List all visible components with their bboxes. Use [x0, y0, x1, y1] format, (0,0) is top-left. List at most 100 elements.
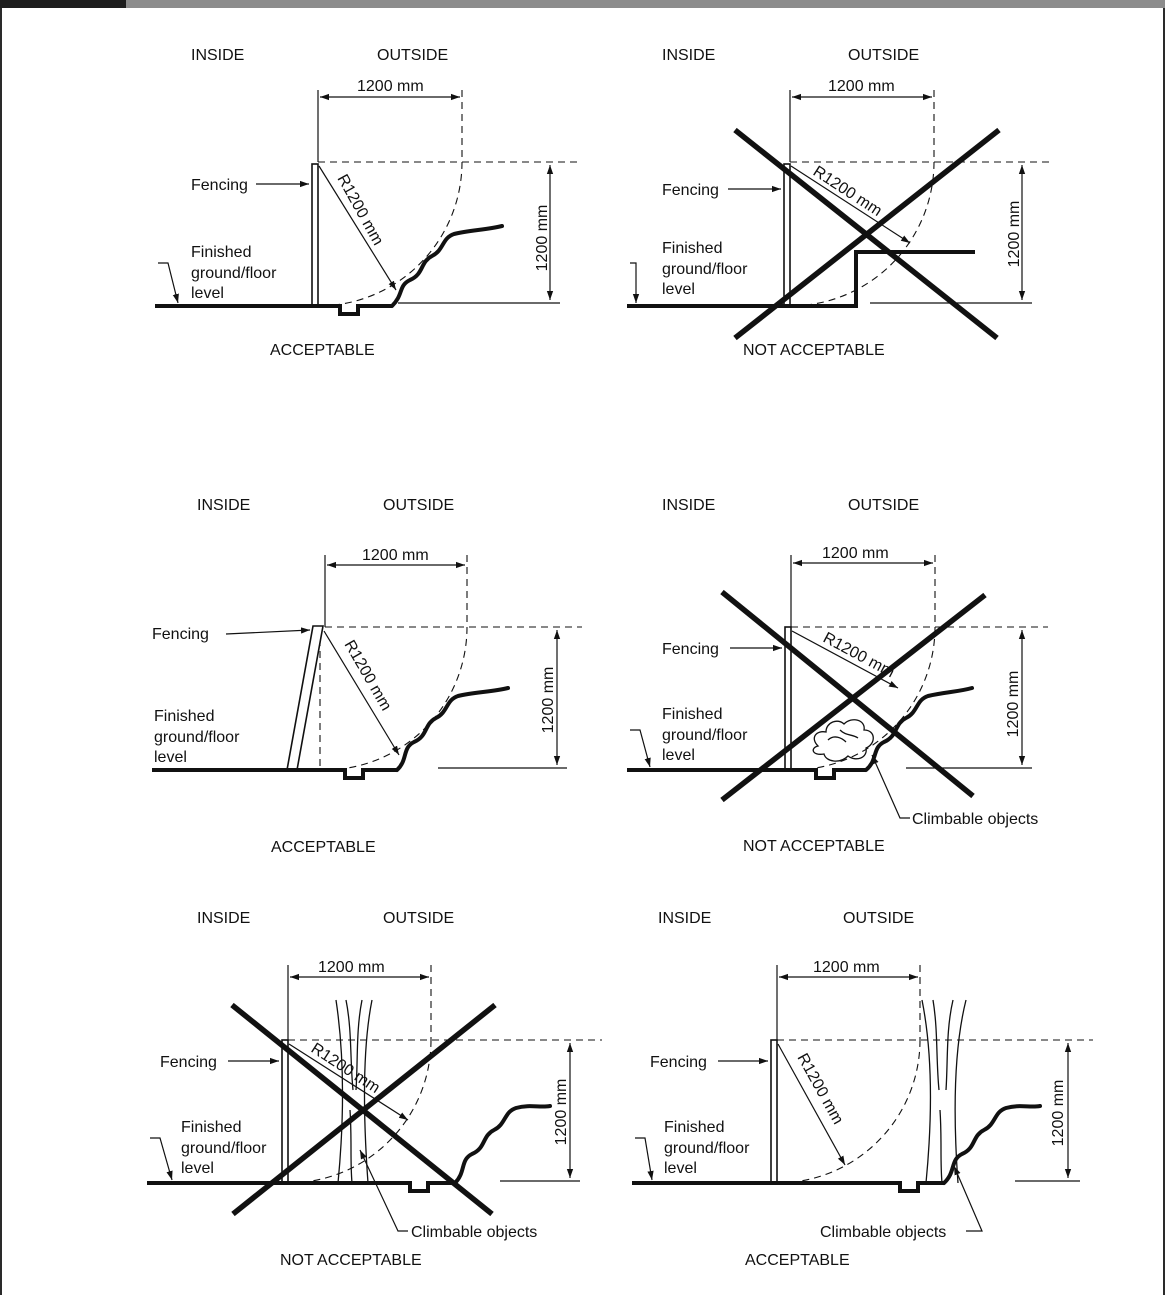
- clearance-arc: [287, 1039, 432, 1184]
- ground-line: [152, 768, 397, 780]
- inside-label: INSIDE: [662, 497, 715, 514]
- ground-leader: [630, 729, 651, 768]
- fencing-label: Fencing: [662, 182, 719, 199]
- verdict-label: NOT ACCEPTABLE: [280, 1252, 422, 1269]
- ground-leader: [150, 1137, 173, 1181]
- radius-line: [288, 1043, 409, 1121]
- radius-label: R1200 mm: [308, 1040, 383, 1097]
- embankment: [390, 224, 504, 308]
- ground-label-line-1: Finished: [662, 240, 722, 257]
- fencing-leader: [225, 627, 311, 635]
- panel-3: INSIDE OUTSIDE 1200 mm 1200 mm R1200 mm …: [152, 497, 582, 856]
- width-dimension-label: 1200 mm: [822, 545, 889, 562]
- ground-line: [627, 768, 866, 780]
- ground-line: [147, 1181, 455, 1193]
- embankment: [453, 1104, 552, 1185]
- fencing-label: Fencing: [152, 626, 209, 643]
- ground-label-line-2: ground/floor: [664, 1140, 750, 1157]
- fencing-label: Fencing: [160, 1054, 217, 1071]
- header-bar-dark: [0, 0, 126, 8]
- clearance-arc: [317, 161, 463, 307]
- panel-1: INSIDE OUTSIDE 1200 mm 1200 mm R1200 mm …: [155, 47, 578, 359]
- climbable-objects-bush: [812, 719, 874, 762]
- panel-4: INSIDE OUTSIDE 1200 mm 1200 mm R1200 mm …: [627, 497, 1048, 855]
- radius-line: [318, 165, 397, 291]
- radius-line: [777, 1043, 846, 1166]
- verdict-label: NOT ACCEPTABLE: [743, 838, 885, 855]
- ground-label-line-1: Finished: [664, 1119, 724, 1136]
- ground-label-line-2: ground/floor: [662, 727, 748, 744]
- fencing-label: Fencing: [191, 177, 248, 194]
- fencing-label: Fencing: [650, 1054, 707, 1071]
- outside-label: OUTSIDE: [377, 47, 448, 64]
- ground-leader: [158, 262, 179, 304]
- frame-border-right: [1163, 8, 1165, 1295]
- climbable-objects-tree: [335, 999, 373, 1184]
- ground-label-line-3: level: [181, 1160, 214, 1177]
- fence-post-inclined: [286, 625, 324, 771]
- fence-post: [281, 1039, 289, 1184]
- width-dimension-label: 1200 mm: [318, 959, 385, 976]
- verdict-label: ACCEPTABLE: [745, 1252, 850, 1269]
- climbable-label: Climbable objects: [411, 1224, 537, 1241]
- header-bar-grey: [126, 0, 1165, 8]
- outside-label: OUTSIDE: [843, 910, 914, 927]
- inside-label: INSIDE: [197, 497, 250, 514]
- ground-label-line-2: ground/floor: [662, 261, 748, 278]
- climbable-label: Climbable objects: [912, 811, 1038, 828]
- verdict-label: NOT ACCEPTABLE: [743, 342, 885, 359]
- ground-label-line-3: level: [662, 747, 695, 764]
- inside-label: INSIDE: [658, 910, 711, 927]
- ground-label-line-1: Finished: [154, 708, 214, 725]
- fence-post: [783, 163, 791, 307]
- bush-detail: [827, 729, 859, 743]
- clearance-arc: [789, 161, 935, 307]
- embankment: [864, 686, 974, 772]
- width-dimension-label: 1200 mm: [357, 78, 424, 95]
- ground-leader: [635, 1137, 654, 1181]
- verdict-label: ACCEPTABLE: [271, 839, 376, 856]
- verdict-label: ACCEPTABLE: [270, 342, 375, 359]
- height-dimension-label: 1200 mm: [1005, 671, 1022, 738]
- ground-label-line-3: level: [154, 749, 187, 766]
- ground-label-line-1: Finished: [662, 706, 722, 723]
- ground-label-line-1: Finished: [181, 1119, 241, 1136]
- ground-label-line-3: level: [662, 281, 695, 298]
- ground-label-line-2: ground/floor: [181, 1140, 267, 1157]
- raised-step: [627, 250, 975, 308]
- climbable-leader: [871, 754, 910, 819]
- embankment: [942, 1104, 1042, 1185]
- ground-label-line-2: ground/floor: [191, 265, 277, 282]
- climbable-label: Climbable objects: [820, 1224, 946, 1241]
- clearance-arc: [776, 1039, 921, 1184]
- fencing-label: Fencing: [662, 641, 719, 658]
- radius-line: [790, 165, 911, 244]
- climbable-leader: [359, 1149, 408, 1232]
- panel-6: INSIDE OUTSIDE 1200 mm 1200 mm R1200 mm …: [632, 910, 1093, 1269]
- cross-out-stroke-2: [720, 592, 987, 803]
- height-dimension-label: 1200 mm: [553, 1079, 570, 1146]
- inside-label: INSIDE: [197, 910, 250, 927]
- panel-2: INSIDE OUTSIDE 1200 mm 1200 mm R1200 mm …: [627, 47, 1050, 359]
- radius-line: [323, 630, 400, 756]
- height-dimension-label: 1200 mm: [534, 205, 551, 272]
- width-dimension-label: 1200 mm: [813, 959, 880, 976]
- panel-5: INSIDE OUTSIDE 1200 mm 1200 mm R1200 mm …: [147, 910, 602, 1269]
- radius-label: R1200 mm: [794, 1051, 847, 1128]
- outside-label: OUTSIDE: [848, 497, 919, 514]
- radius-label: R1200 mm: [810, 163, 885, 220]
- outside-label: OUTSIDE: [383, 497, 454, 514]
- width-dimension-label: 1200 mm: [362, 547, 429, 564]
- outside-label: OUTSIDE: [848, 47, 919, 64]
- embankment: [395, 686, 510, 772]
- ground-label-line-2: ground/floor: [154, 729, 240, 746]
- ground-label-line-1: Finished: [191, 244, 251, 261]
- cross-out-stroke-2: [733, 127, 1001, 341]
- inside-label: INSIDE: [662, 47, 715, 64]
- climbable-objects-tree: [921, 999, 967, 1184]
- climbable-leader: [953, 1165, 983, 1232]
- ground-line: [632, 1181, 944, 1193]
- fence-post: [770, 1039, 778, 1184]
